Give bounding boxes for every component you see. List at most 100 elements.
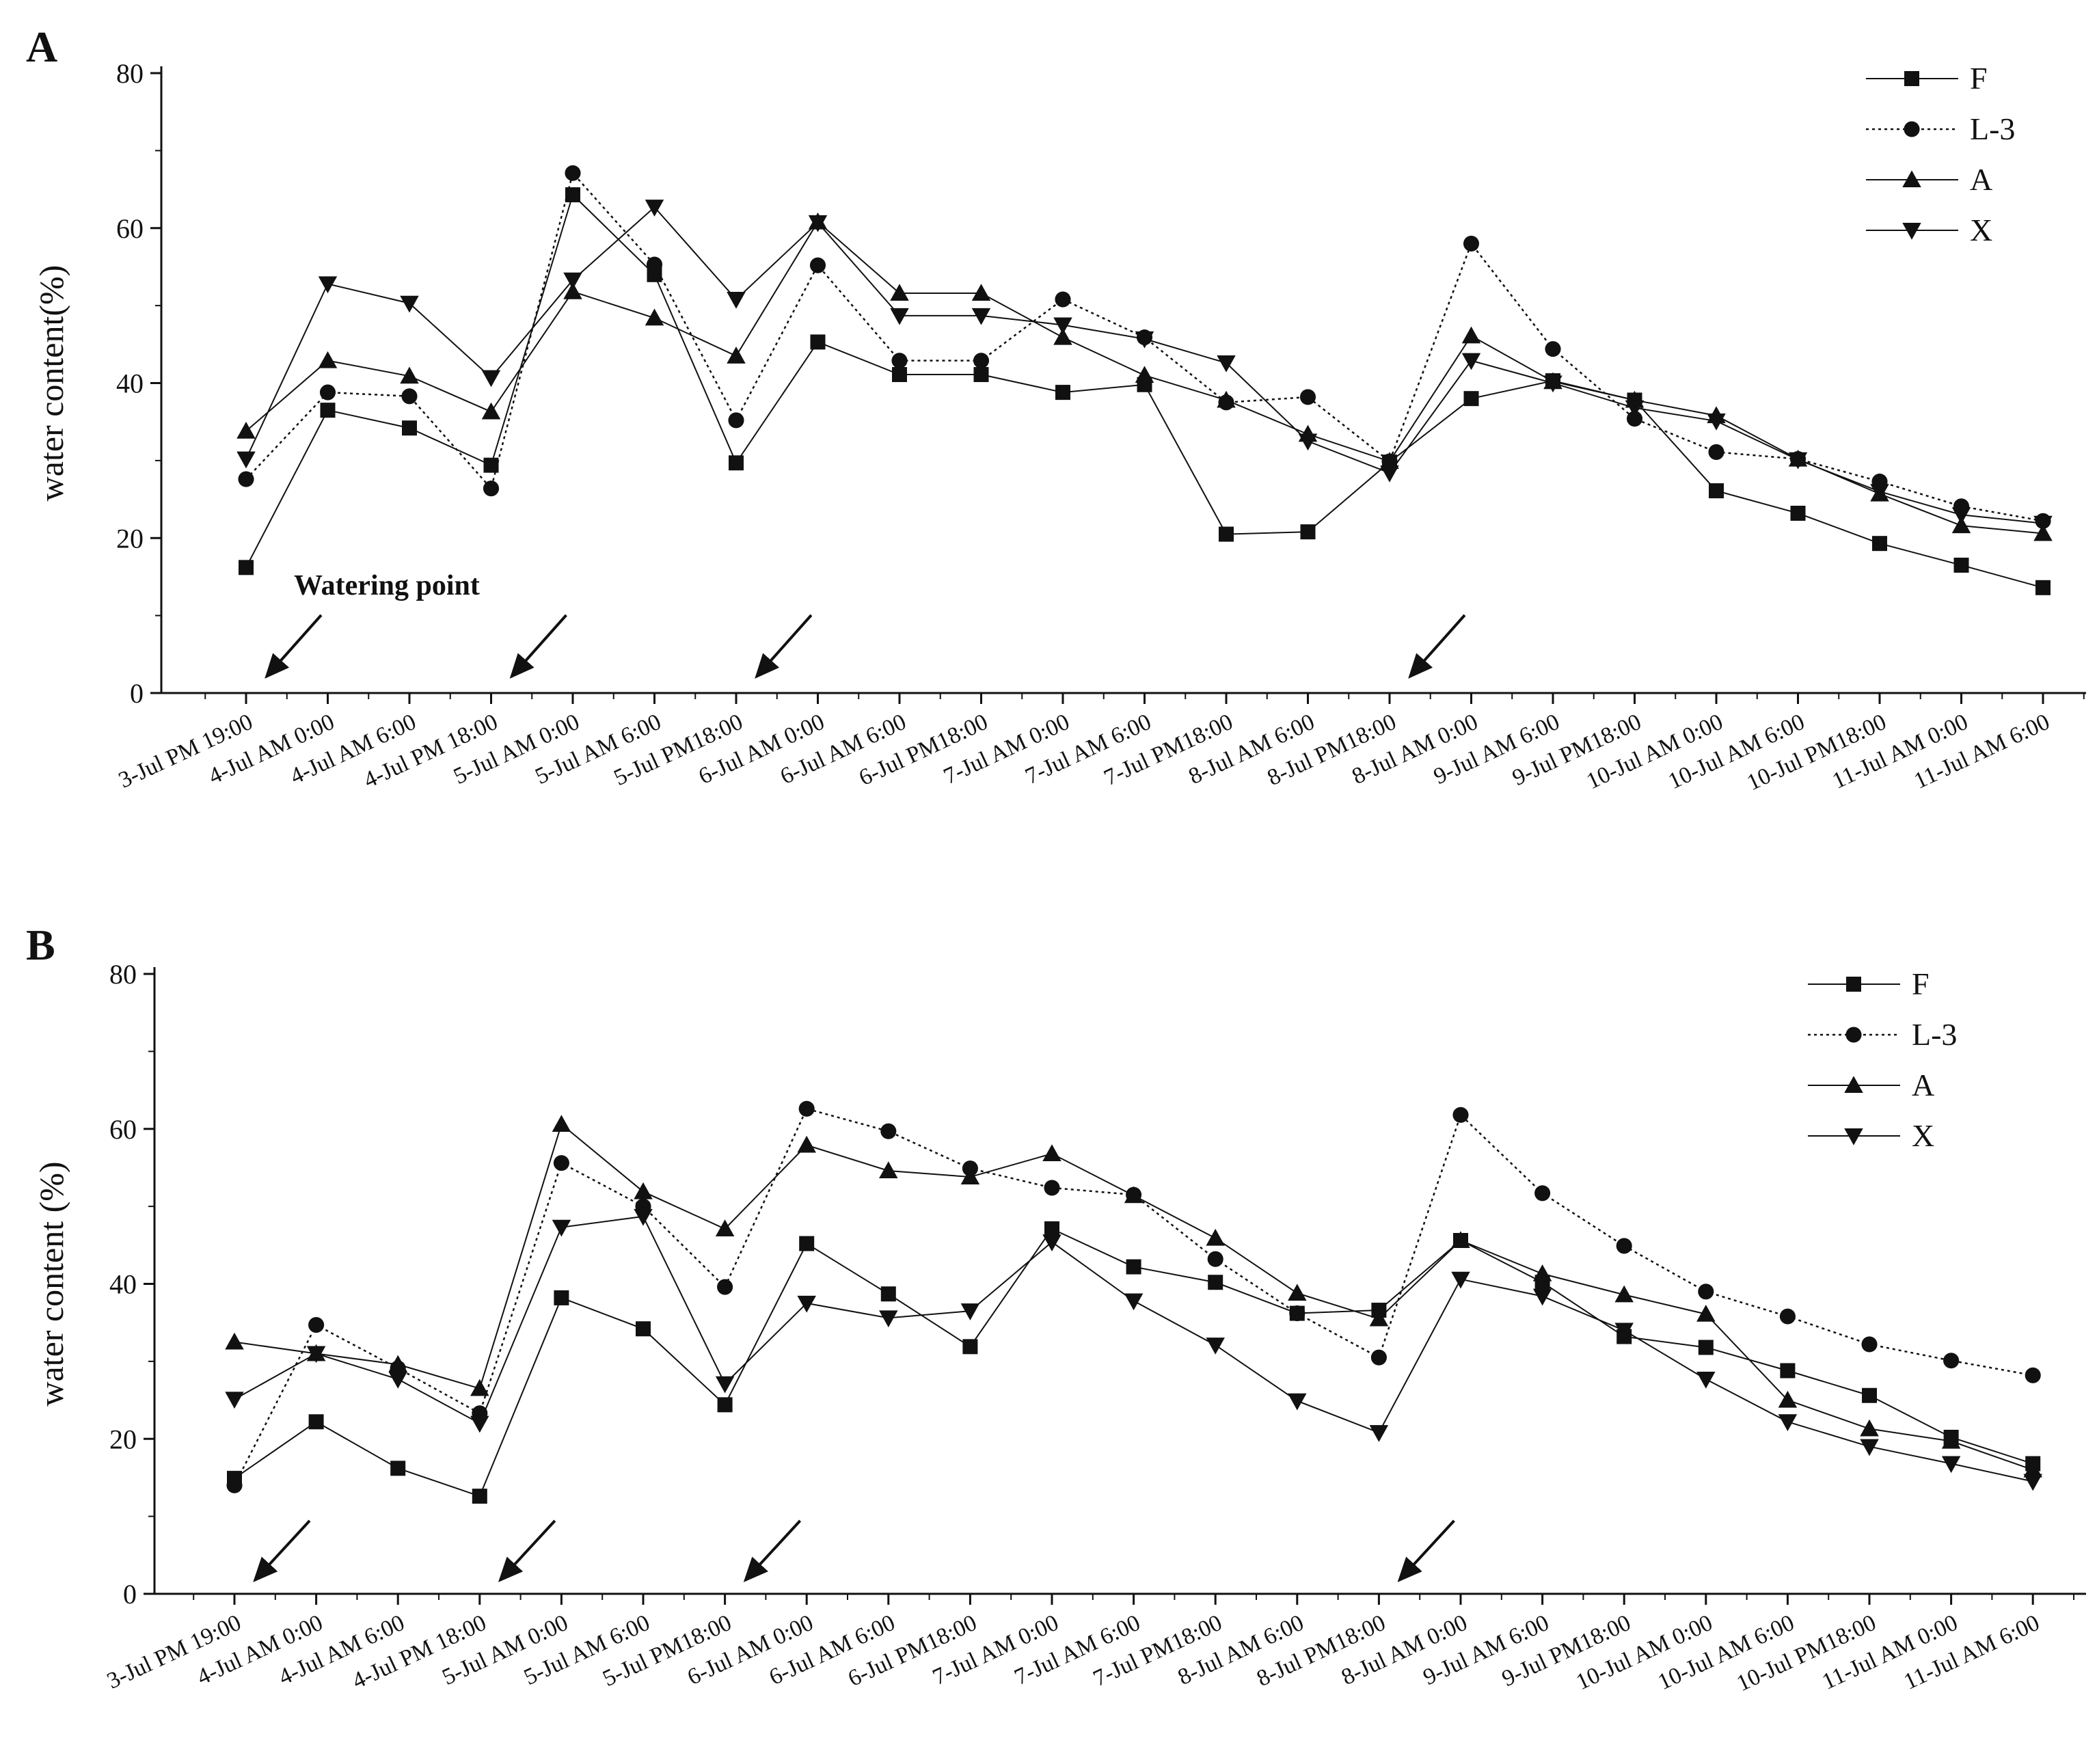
data-point-x [552, 1219, 571, 1237]
data-point-l-3 [553, 1155, 569, 1171]
data-point-l-3 [401, 388, 418, 405]
data-point-l-3 [308, 1317, 325, 1333]
legend-marker-f [1846, 977, 1861, 992]
y-axis-label: water content (%) [32, 1161, 70, 1406]
data-point-a [1369, 1309, 1389, 1327]
data-point-x [1298, 433, 1318, 451]
data-point-f [1044, 1221, 1059, 1237]
data-point-a [1778, 1390, 1798, 1408]
x-tick-label: 11-Jul AM 6:00 [1900, 1610, 2044, 1695]
data-point-x [1053, 317, 1072, 335]
data-point-a [552, 1115, 571, 1132]
data-point-l-3 [1299, 389, 1316, 405]
data-point-x [2023, 1474, 2042, 1491]
data-point-x [1451, 1271, 1470, 1289]
data-point-x [1380, 465, 1399, 483]
data-point-x [1461, 353, 1481, 370]
data-point-l-3 [798, 1100, 815, 1117]
data-point-f [1300, 524, 1316, 540]
data-point-x [1625, 400, 1645, 418]
panel-label: B [26, 921, 55, 969]
x-tick-label: 3-Jul PM 19:00 [103, 1610, 245, 1694]
data-point-l-3 [1616, 1238, 1632, 1254]
data-point-x [1696, 1371, 1716, 1389]
y-tick-label: 20 [116, 523, 144, 554]
data-point-x [481, 370, 501, 388]
data-point-a [470, 1379, 489, 1396]
data-point-l-3 [728, 412, 744, 429]
data-point-f [973, 367, 989, 383]
data-point-l-3 [1055, 291, 1071, 308]
data-point-x [715, 1376, 735, 1394]
data-point-f [1790, 505, 1806, 521]
legend-marker-l-3 [1845, 1027, 1862, 1043]
data-point-f [308, 1414, 324, 1430]
data-point-x [971, 308, 991, 325]
data-point-l-3 [226, 1477, 243, 1493]
data-point-x [1788, 452, 1808, 470]
data-point-l-3 [1708, 444, 1724, 460]
panel-label: A [26, 23, 57, 71]
data-point-a [236, 422, 256, 439]
data-point-x [1707, 413, 1726, 431]
data-point-x [1369, 1425, 1389, 1442]
data-point-x [1532, 1288, 1552, 1306]
data-point-x [727, 292, 746, 309]
data-point-l-3 [319, 384, 336, 401]
data-point-a [388, 1355, 407, 1372]
data-point-x [1288, 1393, 1307, 1411]
legend-marker-x [1844, 1128, 1863, 1145]
legend-marker-l-3 [1904, 121, 1920, 137]
data-point-a [225, 1332, 244, 1350]
data-point-a [1124, 1186, 1144, 1204]
data-point-l-3 [1545, 341, 1561, 357]
data-point-l-3 [809, 257, 826, 273]
legend-label-l-3: L-3 [1970, 111, 2015, 146]
y-tick-label: 60 [116, 213, 144, 244]
legend-marker-a [1844, 1076, 1863, 1093]
series-line-l-3 [245, 171, 2044, 522]
data-point-a [318, 351, 338, 368]
data-point-l-3 [1943, 1353, 1960, 1369]
data-point-x [1124, 1293, 1144, 1311]
legend-marker-x [1902, 223, 1921, 240]
data-point-f [390, 1461, 406, 1476]
data-point-x [306, 1346, 326, 1363]
data-point-f [1709, 483, 1724, 499]
data-point-x [808, 215, 828, 232]
data-point-f [729, 455, 744, 471]
data-point-a [715, 1219, 735, 1237]
data-point-f [1698, 1340, 1714, 1355]
data-point-f [799, 1236, 815, 1251]
data-point-x [1941, 1456, 1961, 1474]
data-point-x [1135, 331, 1154, 349]
data-point-x [388, 1371, 407, 1389]
data-point-f [565, 187, 580, 202]
data-point-x [1614, 1322, 1634, 1340]
data-point-f [1055, 385, 1070, 401]
panel-a: A 0 20 40 60 80 water content(%) 3-Jul PM 19:00… [26, 23, 2086, 796]
data-point-l-3 [1698, 1284, 1714, 1300]
data-point-l-3 [483, 480, 500, 497]
data-point-a [645, 308, 664, 326]
data-point-f [880, 1286, 896, 1302]
data-point-a [960, 1167, 980, 1185]
data-point-f [2035, 580, 2051, 595]
data-point-f [239, 560, 254, 575]
data-point-x [236, 451, 256, 469]
data-point-a [971, 284, 991, 301]
data-point-l-3 [717, 1279, 733, 1295]
data-point-x [797, 1295, 816, 1313]
data-point-a [879, 1161, 898, 1178]
data-point-a [1217, 390, 1236, 408]
data-point-x [645, 200, 664, 217]
watering-arrow [755, 614, 813, 679]
data-point-f [1872, 536, 1887, 552]
watering-arrow [253, 1519, 311, 1582]
data-point-x [1217, 355, 1236, 372]
data-point-x [1042, 1234, 1061, 1252]
data-point-l-3 [1370, 1349, 1387, 1366]
data-point-a [797, 1135, 816, 1153]
data-point-x [1951, 507, 1971, 524]
